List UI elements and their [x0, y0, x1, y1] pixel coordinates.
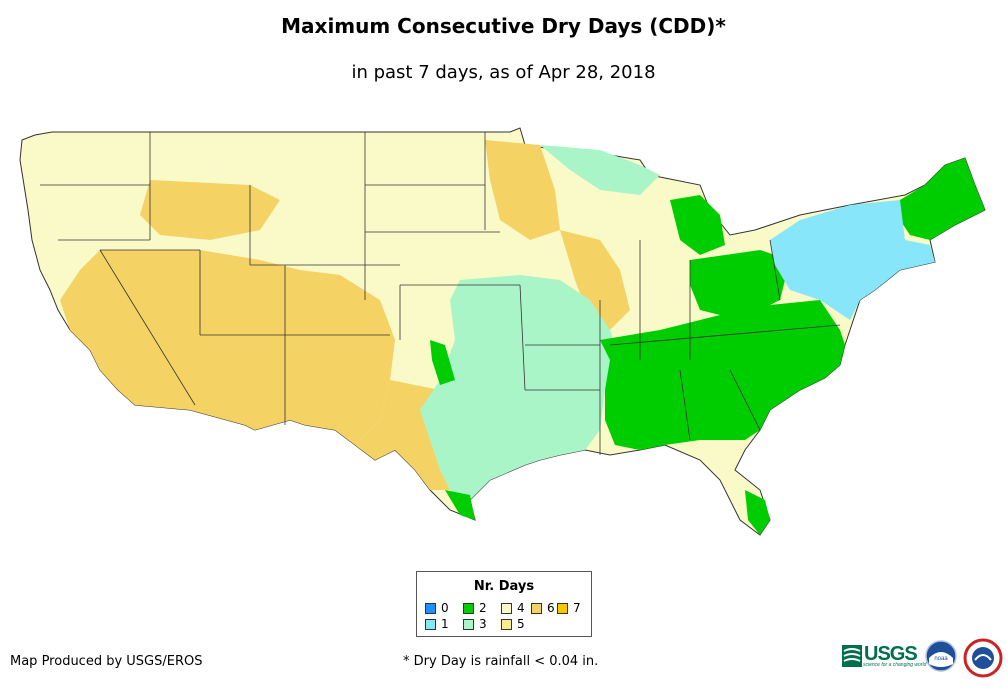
legend-item-6: 6 [531, 601, 555, 615]
legend-label: 6 [547, 601, 555, 615]
region-three-central [420, 275, 620, 500]
nws-logo [963, 638, 1003, 678]
region-six-iowa [560, 230, 630, 330]
state-boundaries [40, 132, 841, 455]
map-title: Maximum Consecutive Dry Days (CDD)* [281, 14, 726, 38]
legend-label: 0 [441, 601, 449, 615]
legend-item-7: 7 [557, 601, 581, 615]
map-subtitle: in past 7 days, as of Apr 28, 2018 [351, 62, 656, 83]
legend-box: Nr. Days 0 1 2 3 4 5 6 7 [416, 571, 592, 637]
noaa-logo: noaa [925, 640, 957, 672]
legend-label: 5 [517, 617, 525, 631]
dry-day-note: * Dry Day is rainfall < 0.04 in. [403, 654, 599, 669]
map-credit: Map Produced by USGS/EROS [10, 654, 203, 669]
legend-label: 7 [573, 601, 581, 615]
legend-swatch [501, 618, 512, 630]
legend-item-3: 3 [463, 617, 487, 631]
legend-swatch [463, 602, 474, 614]
region-one-northeast [770, 200, 935, 320]
region-six-north [140, 180, 280, 240]
region-six-dakota [485, 140, 560, 240]
legend-title: Nr. Days [473, 579, 535, 594]
region-two-ohio [690, 250, 790, 320]
legend-swatch [501, 602, 512, 614]
legend-item-4: 4 [501, 601, 525, 615]
region-two-newengland [900, 158, 985, 240]
usgs-text: USGS [864, 643, 918, 665]
legend-label: 1 [441, 617, 449, 631]
usgs-logo: USGS science for a changing world [842, 643, 926, 669]
region-two-texas-coast [445, 490, 475, 520]
legend-swatch [531, 602, 542, 614]
legend-swatch [557, 602, 568, 614]
legend-item-5: 5 [501, 617, 525, 631]
region-six-west [60, 250, 395, 445]
legend-item-0: 0 [425, 601, 449, 615]
legend-swatch [463, 618, 474, 630]
region-two-michigan [670, 195, 725, 255]
legend-label: 3 [479, 617, 487, 631]
legend-item-1: 1 [425, 617, 449, 631]
region-two-oklahoma [430, 340, 455, 385]
legend-swatch [425, 618, 436, 630]
legend-label: 2 [479, 601, 487, 615]
region-two-southeast [600, 300, 845, 450]
legend-swatch [425, 602, 436, 614]
usgs-tagline: science for a changing world [863, 662, 927, 668]
noaa-text: noaa [934, 656, 948, 662]
legend-item-2: 2 [463, 601, 487, 615]
legend-label: 4 [517, 601, 525, 615]
region-two-florida [745, 490, 770, 535]
region-three-northwoods [540, 145, 660, 195]
